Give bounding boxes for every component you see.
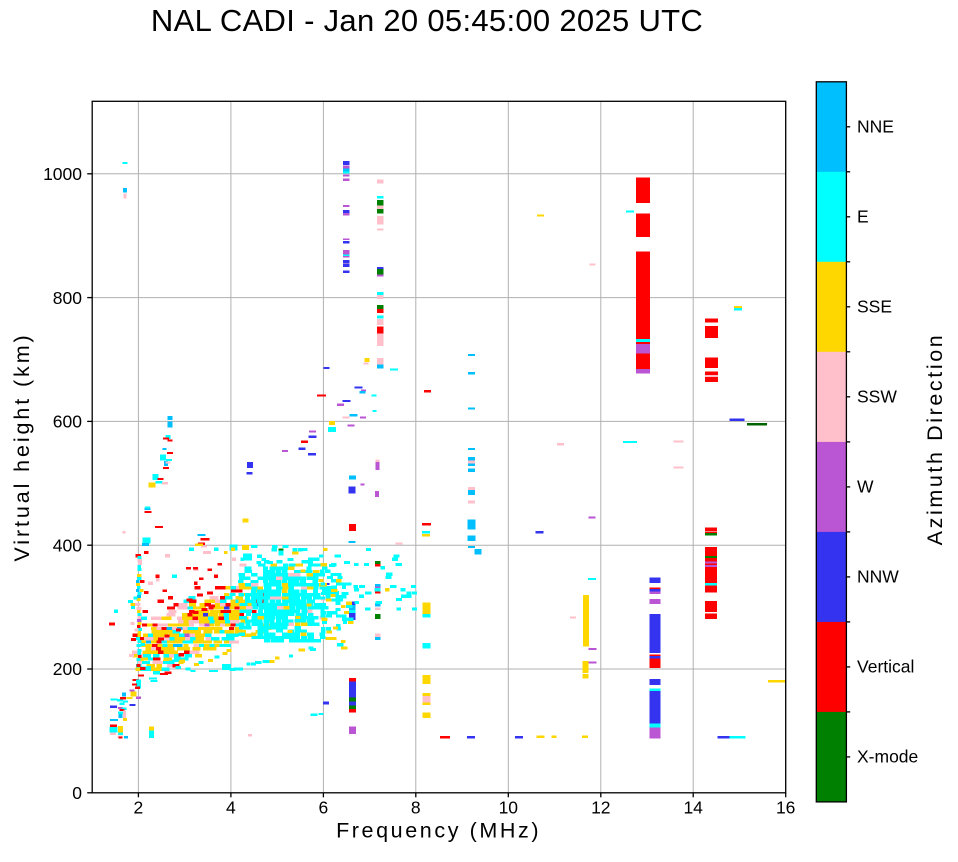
svg-text:NNW: NNW <box>857 567 899 587</box>
svg-text:Azimuth Direction: Azimuth Direction <box>923 333 947 546</box>
svg-text:E: E <box>857 207 869 227</box>
svg-text:Frequency (MHz): Frequency (MHz) <box>336 819 541 843</box>
svg-text:6: 6 <box>319 798 329 818</box>
svg-text:1000: 1000 <box>43 164 82 184</box>
svg-text:NAL CADI - Jan 20 05:45:00 202: NAL CADI - Jan 20 05:45:00 2025 UTC <box>151 3 703 38</box>
svg-text:12: 12 <box>591 798 610 818</box>
svg-text:Vertical: Vertical <box>857 657 914 677</box>
svg-text:SSE: SSE <box>857 297 892 317</box>
svg-text:400: 400 <box>53 535 82 555</box>
svg-text:16: 16 <box>776 798 795 818</box>
svg-text:14: 14 <box>683 798 703 818</box>
svg-text:4: 4 <box>226 798 236 818</box>
svg-text:10: 10 <box>499 798 519 818</box>
svg-text:8: 8 <box>411 798 421 818</box>
svg-text:800: 800 <box>53 288 82 308</box>
svg-text:Virtual height (km): Virtual height (km) <box>10 332 34 561</box>
svg-text:W: W <box>857 477 874 497</box>
svg-text:X-mode: X-mode <box>857 747 918 767</box>
svg-text:NNE: NNE <box>857 117 894 137</box>
svg-text:0: 0 <box>72 783 82 803</box>
svg-text:SSW: SSW <box>857 387 897 407</box>
svg-text:600: 600 <box>53 412 82 432</box>
svg-text:2: 2 <box>134 798 144 818</box>
svg-text:200: 200 <box>53 659 82 679</box>
